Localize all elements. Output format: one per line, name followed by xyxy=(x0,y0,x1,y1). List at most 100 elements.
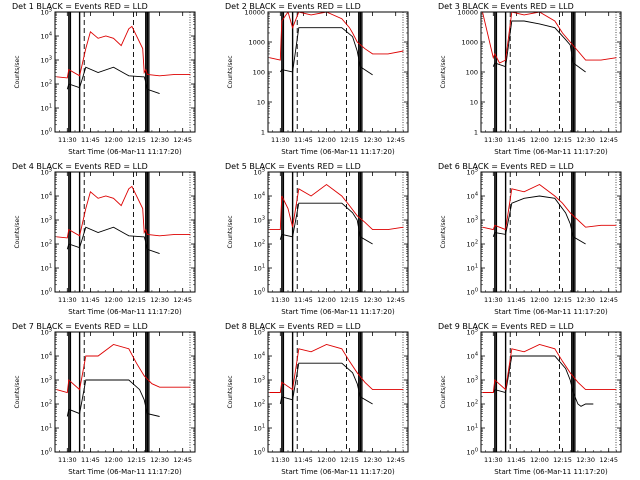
chart-panel-8: Det 8 BLACK = Events RED = LLD Counts/sec… xyxy=(225,322,409,476)
series-line-lld xyxy=(482,344,617,393)
chart-title: Det 2 BLACK = Events RED = LLD xyxy=(225,2,361,11)
chart-title: Det 5 BLACK = Events RED = LLD xyxy=(225,162,361,171)
x-tick-label: 11:45 xyxy=(507,296,526,304)
y-tick-label: 100 xyxy=(253,69,265,77)
y-axis-label: Counts/sec xyxy=(14,215,21,248)
x-axis-label: Start Time (06-Mar-11 11:17:20) xyxy=(281,468,395,476)
x-tick-label: 12:00 xyxy=(104,456,123,464)
plot-frame xyxy=(267,331,409,453)
x-tick-label: 12:30 xyxy=(576,296,595,304)
x-tick-label: 12:00 xyxy=(104,296,123,304)
y-tick-label: 100 xyxy=(467,448,478,457)
y-tick-exponent: 1 xyxy=(262,264,265,270)
y-tick-exponent: 1 xyxy=(262,424,265,430)
x-tick-label: 12:15 xyxy=(553,456,572,464)
chart-panel-4: Det 4 BLACK = Events RED = LLD Counts/sec… xyxy=(12,162,196,316)
series-line-lld xyxy=(482,12,617,64)
x-tick-label: 11:30 xyxy=(484,136,503,144)
x-tick-label: 12:00 xyxy=(317,136,336,144)
x-tick-label: 12:00 xyxy=(530,136,549,144)
y-tick-label: 1 xyxy=(474,129,478,137)
x-tick-label: 12:30 xyxy=(363,456,382,464)
y-tick-label: 102 xyxy=(254,240,265,249)
x-tick-label: 11:45 xyxy=(81,456,100,464)
series-line-events xyxy=(279,27,373,76)
x-tick-label: 11:45 xyxy=(507,136,526,144)
x-tick-label: 11:45 xyxy=(81,296,100,304)
x-tick-label: 12:30 xyxy=(150,456,169,464)
y-tick-label: 103 xyxy=(254,376,265,385)
y-tick-label: 103 xyxy=(41,56,52,65)
y-tick-label: 105 xyxy=(467,328,478,337)
x-tick-label: 11:30 xyxy=(58,456,77,464)
x-axis-label: Start Time (06-Mar-11 11:17:20) xyxy=(68,308,182,316)
y-axis-label: Counts/sec xyxy=(227,215,234,248)
y-tick-label: 103 xyxy=(467,376,478,385)
x-tick-label: 12:45 xyxy=(173,136,192,144)
y-tick-label: 102 xyxy=(254,400,265,409)
y-tick-label: 1000 xyxy=(248,39,265,47)
x-axis-label: Start Time (06-Mar-11 11:17:20) xyxy=(281,308,395,316)
x-tick-label: 12:15 xyxy=(127,296,146,304)
series-line-events xyxy=(279,202,373,245)
x-tick-label: 12:45 xyxy=(599,456,618,464)
y-tick-label: 101 xyxy=(467,264,478,273)
y-tick-exponent: 0 xyxy=(475,448,478,454)
x-tick-label: 12:30 xyxy=(150,296,169,304)
y-tick-exponent: 2 xyxy=(49,80,52,86)
chart-panel-5: Det 5 BLACK = Events RED = LLD Counts/sec… xyxy=(225,162,409,316)
plot-area xyxy=(56,172,191,292)
y-tick-label: 101 xyxy=(41,104,52,113)
x-tick-label: 11:30 xyxy=(271,136,290,144)
y-tick-label: 100 xyxy=(41,448,52,457)
y-tick-exponent: 1 xyxy=(475,424,478,430)
y-tick-exponent: 0 xyxy=(262,288,265,294)
x-axis-label: Start Time (06-Mar-11 11:17:20) xyxy=(68,148,182,156)
x-tick-label: 12:45 xyxy=(386,456,405,464)
chart-panel-6: Det 6 BLACK = Events RED = LLD Counts/sec… xyxy=(438,162,622,316)
x-tick-label: 12:00 xyxy=(530,456,549,464)
plot-frame xyxy=(54,331,196,453)
y-tick-exponent: 5 xyxy=(49,168,52,174)
y-tick-exponent: 4 xyxy=(262,352,265,358)
x-tick-label: 11:45 xyxy=(294,136,313,144)
y-tick-exponent: 4 xyxy=(49,352,52,358)
x-tick-label: 12:45 xyxy=(173,456,192,464)
y-tick-label: 103 xyxy=(41,376,52,385)
y-tick-label: 100 xyxy=(41,288,52,297)
y-tick-exponent: 0 xyxy=(49,128,52,134)
y-tick-label: 100 xyxy=(41,128,52,137)
y-tick-exponent: 1 xyxy=(49,264,52,270)
y-axis-label: Counts/sec xyxy=(14,375,21,408)
plot-frame xyxy=(267,11,409,133)
y-tick-exponent: 3 xyxy=(475,376,478,382)
x-tick-label: 12:15 xyxy=(340,456,359,464)
y-tick-label: 105 xyxy=(41,168,52,177)
x-tick-label: 12:00 xyxy=(317,456,336,464)
y-tick-exponent: 2 xyxy=(262,240,265,246)
y-tick-label: 104 xyxy=(41,32,52,41)
x-tick-label: 12:00 xyxy=(317,296,336,304)
series-line-lld xyxy=(482,183,617,231)
y-tick-label: 1 xyxy=(261,129,265,137)
y-tick-label: 100 xyxy=(254,448,265,457)
x-tick-label: 12:15 xyxy=(127,456,146,464)
chart-title: Det 4 BLACK = Events RED = LLD xyxy=(12,162,148,171)
chart-title: Det 9 BLACK = Events RED = LLD xyxy=(438,322,574,331)
y-tick-label: 101 xyxy=(41,424,52,433)
x-tick-label: 12:15 xyxy=(340,296,359,304)
x-tick-label: 12:30 xyxy=(363,136,382,144)
series-line-events xyxy=(66,379,160,417)
x-tick-label: 12:00 xyxy=(530,296,549,304)
y-tick-exponent: 1 xyxy=(49,424,52,430)
y-tick-exponent: 4 xyxy=(475,192,478,198)
y-tick-label: 105 xyxy=(41,8,52,17)
series-line-events xyxy=(492,195,586,245)
series-line-events xyxy=(492,20,586,73)
y-tick-exponent: 0 xyxy=(262,448,265,454)
y-tick-exponent: 2 xyxy=(262,400,265,406)
y-axis-label: Counts/sec xyxy=(440,375,447,408)
y-axis-label: Counts/sec xyxy=(440,215,447,248)
chart-title: Det 1 BLACK = Events RED = LLD xyxy=(12,2,148,11)
plot-area xyxy=(269,172,404,292)
